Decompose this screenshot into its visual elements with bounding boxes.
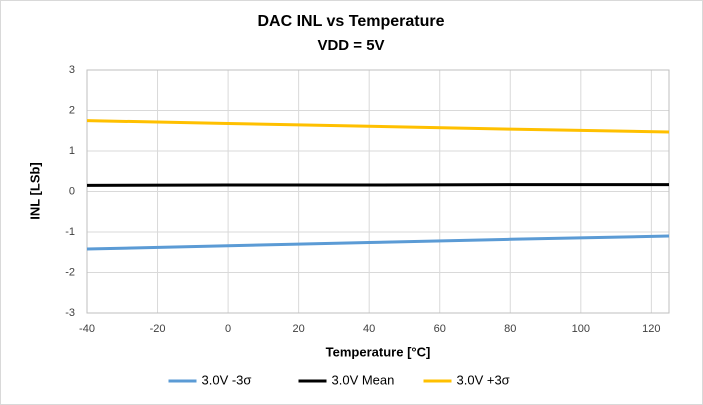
x-tick-label: 100 — [572, 323, 590, 335]
series-line — [86, 183, 669, 187]
chart-title: DAC INL vs Temperature — [257, 13, 444, 30]
x-tick-label: -40 — [79, 323, 95, 335]
y-tick-label: -1 — [65, 226, 75, 238]
series-line — [86, 119, 670, 134]
x-tick-label: 80 — [504, 323, 516, 335]
y-axis-label: INL [LSb] — [27, 162, 42, 220]
y-tick-label: 1 — [69, 145, 75, 157]
legend-label: 3.0V -3σ — [202, 372, 252, 387]
y-tick-label: -2 — [65, 266, 75, 278]
legend-label: 3.0V Mean — [332, 372, 395, 387]
y-tick-label: -3 — [65, 307, 75, 319]
x-tick-label: 0 — [225, 323, 231, 335]
y-tick-label: 3 — [69, 64, 75, 76]
x-axis-label: Temperature [°C] — [326, 344, 431, 359]
x-tick-label: 120 — [642, 323, 660, 335]
chart-subtitle: VDD = 5V — [317, 37, 384, 54]
series-line — [86, 234, 670, 251]
legend-label: 3.0V +3σ — [457, 372, 510, 387]
x-tick-label: 20 — [293, 323, 305, 335]
y-tick-label: 0 — [69, 185, 75, 197]
x-tick-label: 40 — [363, 323, 375, 335]
plot-border — [86, 69, 670, 314]
x-tick-label: 60 — [434, 323, 446, 335]
y-tick-label: 2 — [69, 104, 75, 116]
x-tick-label: -20 — [150, 323, 166, 335]
